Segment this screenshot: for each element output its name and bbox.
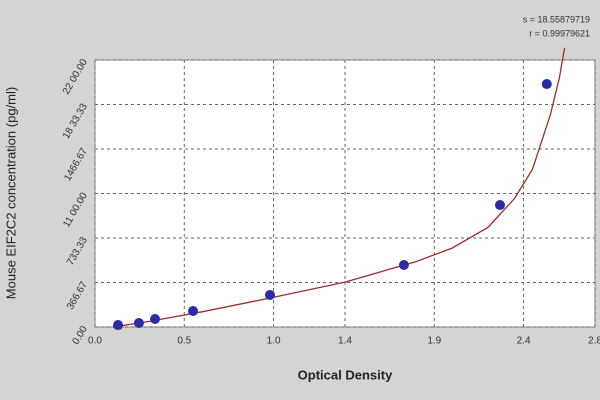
data-point <box>541 79 552 90</box>
data-point <box>133 317 144 328</box>
x-tick-label: 1.9 <box>427 336 441 347</box>
fit-curve <box>112 47 566 328</box>
x-axis-label: Optical Density <box>298 367 393 382</box>
data-point <box>150 313 160 324</box>
data-point <box>265 289 275 300</box>
data-point <box>495 200 505 211</box>
x-tick-label: 2.8 <box>588 336 600 347</box>
x-tick-label: 0.5 <box>177 336 191 347</box>
x-tick-label: 2.4 <box>517 336 531 347</box>
x-tick-label: 1.4 <box>338 336 352 347</box>
data-point <box>188 305 199 316</box>
annotation: s = 18.55879719 <box>523 14 590 24</box>
data-point <box>113 320 124 331</box>
y-axis-label: Mouse EIF2C2 concentration (pg/ml) <box>3 87 18 299</box>
data-point <box>398 259 409 270</box>
annotation: r = 0.99979621 <box>529 28 590 38</box>
x-tick-label: 0.0 <box>88 336 102 347</box>
x-tick-label: 1.0 <box>267 336 281 347</box>
